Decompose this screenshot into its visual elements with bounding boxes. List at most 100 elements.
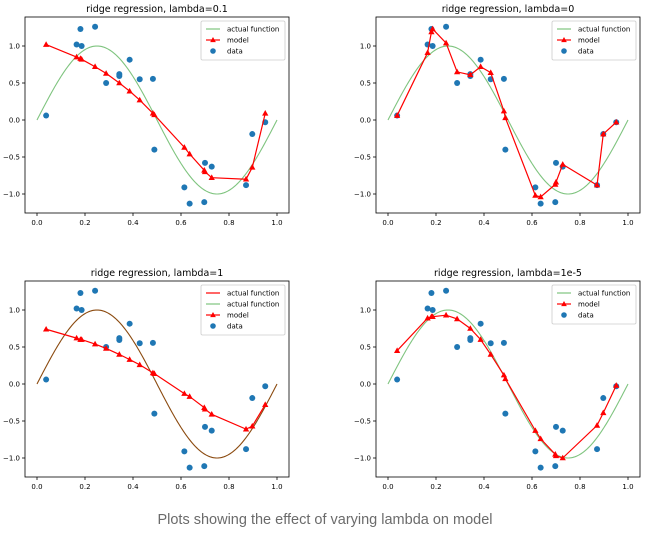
data-point (424, 305, 431, 312)
data-point (500, 75, 507, 82)
model-line (396, 314, 617, 459)
y-tick-label: 0.0 (9, 117, 20, 125)
subplot-2: ridge regression, lambda=0 0.0 0.2 0.4 0.6 0.… (354, 4, 641, 227)
axes-frame (375, 16, 641, 214)
model-marker (600, 130, 607, 137)
subplot-title: ridge regression, lambda=0.1 (86, 4, 228, 15)
model-marker (393, 112, 401, 118)
model-marker (136, 96, 143, 103)
data-point (92, 23, 99, 30)
model-marker (593, 422, 601, 428)
x-tick-label: 0.6 (526, 483, 538, 491)
model-marker (552, 452, 560, 459)
x-tick-label: 0.4 (127, 483, 139, 491)
x-tick-label: 0.4 (478, 483, 490, 491)
legend-label: actual function (227, 26, 279, 34)
x-tick-label: 0.8 (574, 483, 585, 491)
data-point (454, 80, 461, 86)
legend-box (551, 284, 637, 325)
data-point (73, 41, 80, 48)
data-point (477, 320, 484, 327)
model-marker (502, 375, 509, 382)
data-point (600, 395, 607, 402)
legend-marker-swatch (561, 301, 567, 307)
model-marker (467, 325, 474, 331)
model-marker (91, 340, 99, 347)
model-marker (242, 425, 250, 432)
data-point (553, 159, 559, 166)
data-point (553, 423, 559, 430)
data-point (149, 339, 156, 346)
data-point (249, 395, 256, 402)
y-tick-label: −1.0 (3, 455, 20, 463)
data-point (443, 287, 450, 294)
model-line (45, 43, 266, 180)
legend-item: data (561, 48, 594, 56)
axes-frame (24, 280, 290, 478)
legend-label: model (578, 37, 600, 45)
data-point (103, 80, 110, 86)
data-point (552, 199, 559, 206)
y-tick-label: −1.0 (354, 191, 371, 199)
data-point (149, 75, 156, 82)
data-point (151, 146, 158, 153)
legend-item: model (206, 37, 249, 45)
actual-function-line (36, 309, 278, 459)
data-point (116, 71, 123, 78)
subplot-title: ridge regression, lambda=1 (91, 268, 224, 279)
legend-label: actual function (227, 301, 279, 309)
model-marker (424, 49, 431, 55)
model-marker (532, 427, 539, 433)
figure: ridge regression, lambda=0.1 0.0 0.2 0.4 0.6… (3, 4, 641, 491)
model-marker (116, 351, 123, 357)
data-point (552, 463, 559, 470)
x-tick-label: 1.0 (271, 483, 282, 491)
y-tick-label: 1.0 (360, 307, 371, 315)
actual-function-line (36, 45, 278, 195)
model-marker (151, 370, 158, 376)
x-tick-label: 1.0 (271, 219, 282, 227)
subplot-title: ridge regression, lambda=0 (442, 4, 575, 15)
model-marker (78, 56, 85, 62)
legend-item: actual function (206, 301, 279, 309)
model-marker (500, 107, 508, 114)
y-tick-label: 0.0 (360, 381, 371, 389)
model-marker (593, 181, 601, 188)
model-marker (151, 111, 158, 118)
legend-item: model (557, 301, 600, 309)
legend-label: actual function (227, 290, 279, 298)
data-point (394, 376, 401, 383)
model-marker (613, 118, 620, 125)
model-marker (262, 110, 269, 116)
y-tick-label: −0.5 (354, 154, 371, 162)
model-marker (552, 178, 560, 185)
data-point (262, 383, 269, 390)
x-tick-label: 0.4 (478, 219, 490, 227)
model-marker (102, 345, 110, 351)
y-tick-label: 0.5 (360, 344, 371, 352)
model-marker (487, 351, 494, 357)
model-marker (181, 390, 188, 396)
data-point (532, 448, 539, 455)
model-marker (116, 79, 123, 86)
model-marker (393, 347, 401, 354)
y-tick-label: −0.5 (3, 418, 20, 426)
model-marker (126, 356, 133, 362)
plot-area (36, 287, 278, 471)
model-marker (442, 311, 450, 318)
y-tick-label: 1.0 (9, 43, 20, 51)
data-point (151, 410, 158, 417)
data-point (201, 199, 208, 206)
x-tick-label: 0.6 (526, 219, 538, 227)
legend-item: actual function (206, 26, 279, 34)
data-point (78, 43, 85, 49)
model-marker (600, 409, 607, 416)
data-point (77, 25, 84, 32)
model-marker (249, 164, 256, 170)
model-marker (201, 168, 209, 175)
legend-label: actual function (578, 290, 630, 298)
data-point (454, 344, 461, 350)
subplot-3: ridge regression, lambda=1 0.0 0.2 0.4 0.6 0.… (3, 268, 290, 491)
data-point (116, 335, 123, 342)
model-marker (429, 25, 436, 32)
